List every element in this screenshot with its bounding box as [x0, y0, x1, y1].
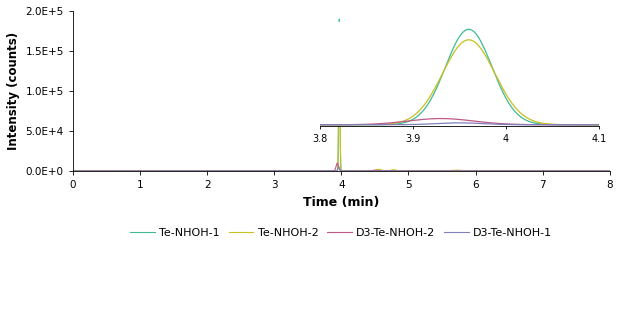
D3-Te-NHOH-1: [96, 169, 104, 173]
Te-NHOH-1: [96, 169, 104, 173]
Te-NHOH-1: [496, 169, 503, 173]
Te-NHOH-2: [410, 169, 418, 173]
Te-NHOH-1: [467, 169, 475, 173]
D3-Te-NHOH-1: [496, 169, 503, 173]
Te-NHOH-2: [606, 169, 613, 173]
X-axis label: Time (min): Time (min): [303, 196, 379, 209]
Line: D3-Te-NHOH-2: D3-Te-NHOH-2: [73, 163, 609, 171]
D3-Te-NHOH-2: [334, 161, 341, 165]
Te-NHOH-2: [496, 169, 503, 173]
D3-Te-NHOH-2: [410, 169, 418, 173]
Te-NHOH-2: [335, 21, 343, 25]
D3-Te-NHOH-2: [264, 169, 271, 173]
Te-NHOH-1: [69, 169, 77, 173]
Te-NHOH-1: [335, 17, 343, 21]
Te-NHOH-1: [69, 169, 77, 173]
Te-NHOH-2: [264, 169, 271, 173]
D3-Te-NHOH-2: [96, 169, 104, 173]
D3-Te-NHOH-2: [467, 169, 475, 173]
Te-NHOH-2: [69, 169, 77, 173]
Te-NHOH-2: [467, 169, 475, 173]
Line: Te-NHOH-2: Te-NHOH-2: [73, 23, 609, 171]
D3-Te-NHOH-1: [69, 169, 77, 173]
Y-axis label: Intensity (counts): Intensity (counts): [7, 32, 20, 150]
D3-Te-NHOH-1: [335, 165, 342, 169]
D3-Te-NHOH-1: [410, 169, 418, 173]
D3-Te-NHOH-2: [606, 169, 613, 173]
Te-NHOH-1: [606, 169, 613, 173]
Te-NHOH-1: [410, 169, 418, 173]
D3-Te-NHOH-1: [467, 169, 475, 173]
Te-NHOH-2: [69, 169, 77, 173]
D3-Te-NHOH-2: [496, 169, 503, 173]
D3-Te-NHOH-1: [387, 169, 394, 173]
Line: Te-NHOH-1: Te-NHOH-1: [73, 19, 609, 171]
Line: D3-Te-NHOH-1: D3-Te-NHOH-1: [73, 167, 609, 171]
Te-NHOH-2: [96, 169, 104, 173]
D3-Te-NHOH-1: [606, 169, 613, 173]
Te-NHOH-1: [264, 169, 271, 173]
Te-NHOH-2: [387, 168, 394, 172]
D3-Te-NHOH-2: [387, 169, 394, 173]
D3-Te-NHOH-1: [264, 169, 271, 173]
Legend: Te-NHOH-1, Te-NHOH-2, D3-Te-NHOH-2, D3-Te-NHOH-1: Te-NHOH-1, Te-NHOH-2, D3-Te-NHOH-2, D3-T…: [126, 223, 557, 242]
D3-Te-NHOH-2: [69, 169, 77, 173]
Te-NHOH-1: [387, 169, 394, 173]
